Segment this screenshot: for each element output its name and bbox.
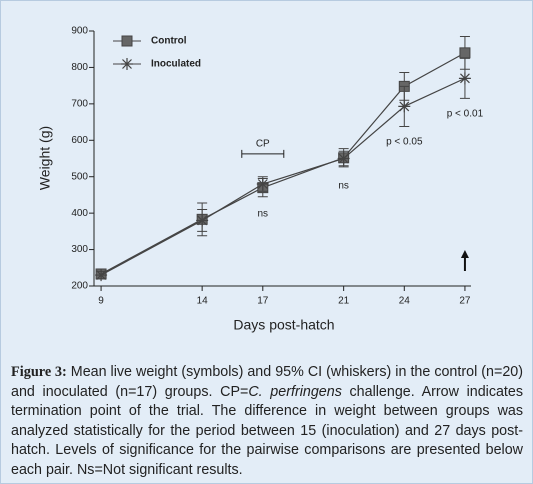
legend-label: Control: [151, 36, 187, 47]
data-point: [458, 72, 471, 85]
data-point: [256, 178, 269, 190]
data-point: [196, 214, 209, 227]
x-tick-label: 21: [338, 296, 350, 307]
annotation: ns: [258, 209, 269, 220]
annotation: ns: [338, 180, 349, 191]
series-line: [100, 52, 466, 275]
y-tick-label: 900: [71, 26, 88, 37]
data-point: [337, 152, 350, 165]
x-tick-label: 9: [98, 296, 104, 307]
y-tick-label: 300: [71, 244, 88, 255]
caption-text: Mean live weight (symbols) and 95% CI (w…: [11, 364, 523, 400]
y-axis-label: Weight (g): [37, 126, 53, 190]
x-axis-label: Days post-hatch: [233, 317, 334, 333]
data-point: [398, 100, 411, 113]
legend-marker: [121, 58, 133, 70]
legend-marker: [121, 35, 133, 47]
caption-text: challenge. Arrow indicates termination p…: [11, 383, 524, 478]
chart: Weight (g) Days post-hatch 200 300 400 500 6…: [37, 26, 484, 333]
y-tick-label: 200: [71, 281, 88, 292]
y-tick-label: 600: [71, 135, 88, 146]
annotation: p < 0.05: [386, 136, 423, 147]
annotation: CP: [256, 139, 270, 150]
x-tick-label: 14: [197, 296, 209, 307]
caption-text: C. perfringens: [248, 383, 342, 400]
x-tick-label: 27: [459, 296, 471, 307]
caption: Figure 3: Mean live weight (symbols) and…: [11, 363, 523, 480]
end-arrow-head: [460, 250, 469, 258]
cp-bracket: [241, 149, 285, 158]
y-tick-label: 800: [71, 62, 88, 73]
x-tick-label: 17: [257, 296, 269, 307]
data-point: [95, 269, 108, 282]
annotation: p < 0.01: [447, 109, 484, 120]
legend-label: Inoculated: [151, 59, 201, 70]
data-point: [459, 47, 471, 59]
x-tick-label: 24: [399, 296, 411, 307]
series-line: [100, 77, 466, 276]
y-tick-label: 400: [71, 208, 88, 219]
y-tick-label: 500: [71, 171, 88, 182]
caption-label: Figure 3:: [11, 364, 67, 380]
y-tick-label: 700: [71, 98, 88, 109]
